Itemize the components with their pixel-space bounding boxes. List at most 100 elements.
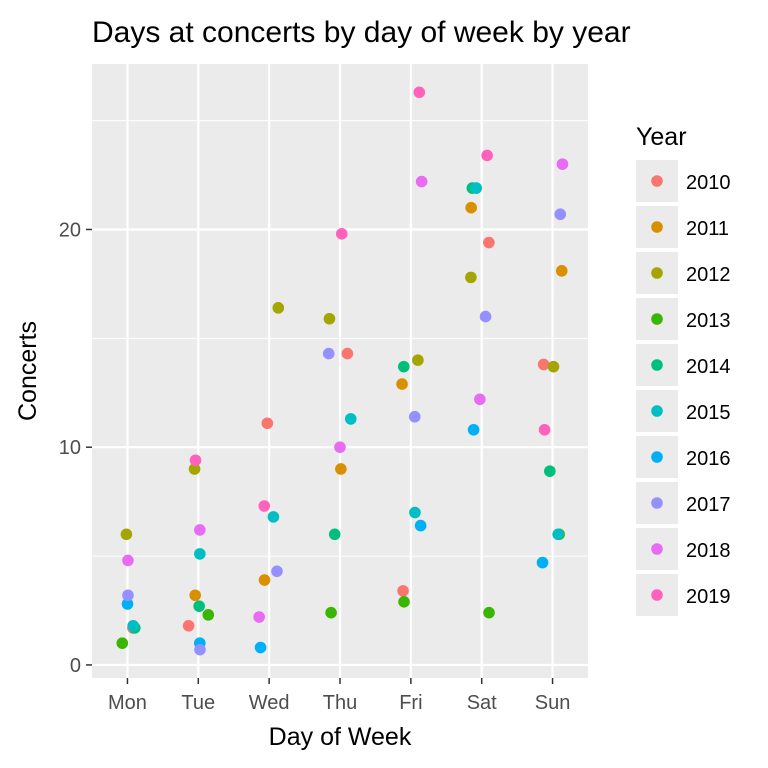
point-2018-sat [474, 393, 486, 406]
x-tick-label: Fri [399, 692, 422, 714]
point-2013-sat [483, 606, 495, 619]
point-2011-wed [258, 574, 271, 586]
legend-swatch [651, 497, 663, 509]
x-axis: Mon Tue Wed Thu Fri Sat Sun [108, 678, 570, 714]
y-tick-label: 10 [59, 437, 81, 459]
point-2012-wed [272, 302, 285, 314]
x-axis-title: Day of Week [269, 723, 412, 751]
point-2010-tue [182, 619, 195, 632]
legend-swatch [651, 313, 663, 325]
point-2018-mon [122, 554, 134, 567]
point-2019-thu [335, 228, 348, 240]
legend-label: 2014 [686, 356, 731, 378]
point-2011-tue [189, 589, 202, 602]
point-2015-mon [127, 619, 139, 632]
point-2017-sat [479, 310, 492, 323]
legend-label: 2016 [686, 448, 731, 470]
point-2015-tue [194, 548, 206, 560]
point-2017-fri [408, 410, 421, 423]
x-tick-label: Mon [108, 692, 147, 714]
point-2016-sat [467, 423, 480, 436]
point-2012-fri [412, 354, 424, 366]
legend-swatch [651, 175, 663, 187]
point-2019-wed [258, 500, 271, 512]
x-tick-label: Tue [181, 692, 215, 714]
point-2011-fri [396, 378, 408, 390]
legend-swatch [651, 221, 663, 233]
point-2015-fri [409, 506, 421, 519]
x-tick-label: Sun [535, 692, 571, 714]
data-points [116, 86, 569, 656]
point-2010-thu [341, 347, 354, 360]
legend-label: 2013 [686, 310, 731, 332]
y-axis-title: Concerts [14, 321, 42, 421]
legend-title: Year [636, 123, 687, 151]
legend-swatch [651, 589, 663, 601]
point-2011-sun [555, 265, 568, 277]
point-2013-fri [398, 595, 410, 608]
point-2017-sun [554, 208, 567, 221]
x-tick-label: Thu [323, 692, 357, 714]
legend-label: 2018 [686, 540, 731, 562]
x-tick-label: Sat [467, 692, 497, 714]
point-2011-sat [465, 201, 477, 214]
point-2014-fri [397, 360, 410, 373]
point-2019-fri [413, 86, 426, 99]
point-2018-fri [415, 175, 428, 188]
point-2012-tue [188, 463, 201, 475]
x-tick-label: Wed [249, 692, 290, 714]
point-2017-wed [271, 565, 283, 578]
point-2013-tue [202, 609, 215, 621]
point-2015-wed [267, 511, 280, 523]
point-2017-mon [122, 589, 134, 602]
point-2014-sun [544, 465, 556, 477]
y-tick-label: 0 [70, 655, 81, 677]
point-2016-fri [414, 519, 427, 532]
point-2019-tue [189, 454, 202, 467]
point-2017-tue [194, 643, 206, 656]
legend-label: 2012 [686, 264, 731, 286]
legend-swatch [651, 405, 663, 417]
point-2013-thu [325, 606, 337, 619]
legend-swatch [651, 267, 663, 279]
chart-title: Days at concerts by day of week by year [92, 16, 631, 49]
point-2012-sun [547, 360, 560, 373]
legend-swatch [651, 359, 663, 371]
legend-label: 2011 [686, 218, 729, 240]
point-2018-wed [253, 611, 265, 623]
y-axis: 0 10 20 [59, 219, 92, 677]
legend-swatch [651, 543, 663, 555]
point-2016-sun [536, 556, 549, 569]
point-2015-sun [552, 528, 564, 541]
grid-lines [92, 64, 588, 678]
point-2014-thu [328, 528, 341, 541]
point-2012-mon [120, 528, 133, 541]
point-2019-sat [481, 149, 493, 162]
point-2010-wed [261, 417, 274, 430]
point-2011-thu [335, 463, 347, 475]
legend-label: 2010 [686, 172, 731, 194]
point-2010-fri [397, 585, 409, 597]
legend: Year 2010 2011 2012 2013 2014 2015 2016 2017 201… [636, 123, 731, 616]
point-2010-sun [537, 358, 550, 371]
point-2019-sun [538, 423, 551, 436]
point-2016-mon [121, 598, 134, 610]
point-2012-thu [323, 312, 336, 325]
y-tick-label: 20 [59, 219, 81, 241]
point-2012-sat [465, 271, 477, 284]
point-2018-thu [334, 441, 346, 454]
legend-label: 2015 [686, 402, 731, 424]
point-2014-tue [193, 600, 205, 612]
point-2018-tue [194, 524, 206, 536]
point-2013-mon [116, 637, 129, 649]
point-2010-sat [483, 236, 495, 249]
point-2018-sun [556, 158, 569, 170]
legend-label: 2017 [686, 494, 731, 516]
legend-swatch [651, 451, 663, 463]
point-2015-thu [344, 413, 357, 425]
point-2015-sat [470, 182, 483, 194]
point-2017-thu [322, 347, 335, 360]
point-2016-wed [254, 641, 267, 654]
legend-label: 2019 [686, 586, 731, 608]
